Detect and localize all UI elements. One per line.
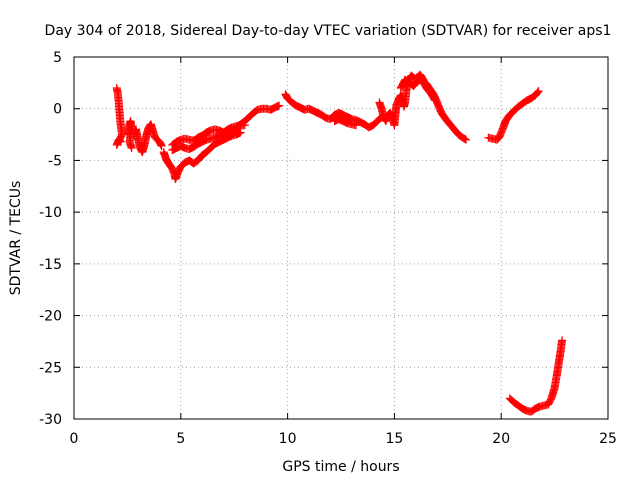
y-tick-label: -10 — [39, 205, 62, 221]
data-points — [112, 70, 567, 416]
axis-ticks: 0 5 10 15 20 25 5 0 -5 -10 -15 -20 -25 -30 — [39, 50, 617, 447]
data-point — [116, 137, 125, 146]
data-point — [236, 128, 245, 137]
data-point — [430, 96, 439, 105]
y-tick-label: -15 — [39, 257, 62, 273]
y-tick-label: -30 — [39, 412, 62, 428]
x-tick-label: 25 — [599, 431, 617, 447]
y-tick-label: -25 — [39, 360, 62, 376]
y-axis-label: SDTVAR / TECUs — [8, 181, 24, 296]
data-point — [460, 135, 469, 144]
plot-frame — [73, 56, 609, 420]
x-tick-label: 0 — [70, 431, 79, 447]
x-tick-label: 5 — [176, 431, 185, 447]
data-point — [461, 135, 470, 144]
data-point — [533, 88, 542, 97]
data-point — [430, 95, 439, 104]
x-tick-label: 15 — [385, 431, 403, 447]
data-point — [127, 144, 136, 153]
y-tick-label: -20 — [39, 309, 62, 325]
y-tick-label: -5 — [48, 153, 62, 169]
x-axis-label: GPS time / hours — [282, 459, 399, 475]
y-tick-label: 0 — [53, 102, 62, 118]
data-point — [534, 87, 543, 96]
data-point — [351, 121, 360, 130]
chart-title: Day 304 of 2018, Sidereal Day-to-day VTE… — [45, 23, 612, 39]
data-point — [240, 121, 249, 130]
x-tick-label: 10 — [279, 431, 297, 447]
data-point — [275, 101, 284, 110]
data-point — [558, 336, 567, 345]
data-point — [157, 141, 166, 150]
data-point — [115, 136, 124, 145]
x-tick-label: 20 — [492, 431, 510, 447]
y-tick-label: 5 — [53, 50, 62, 66]
